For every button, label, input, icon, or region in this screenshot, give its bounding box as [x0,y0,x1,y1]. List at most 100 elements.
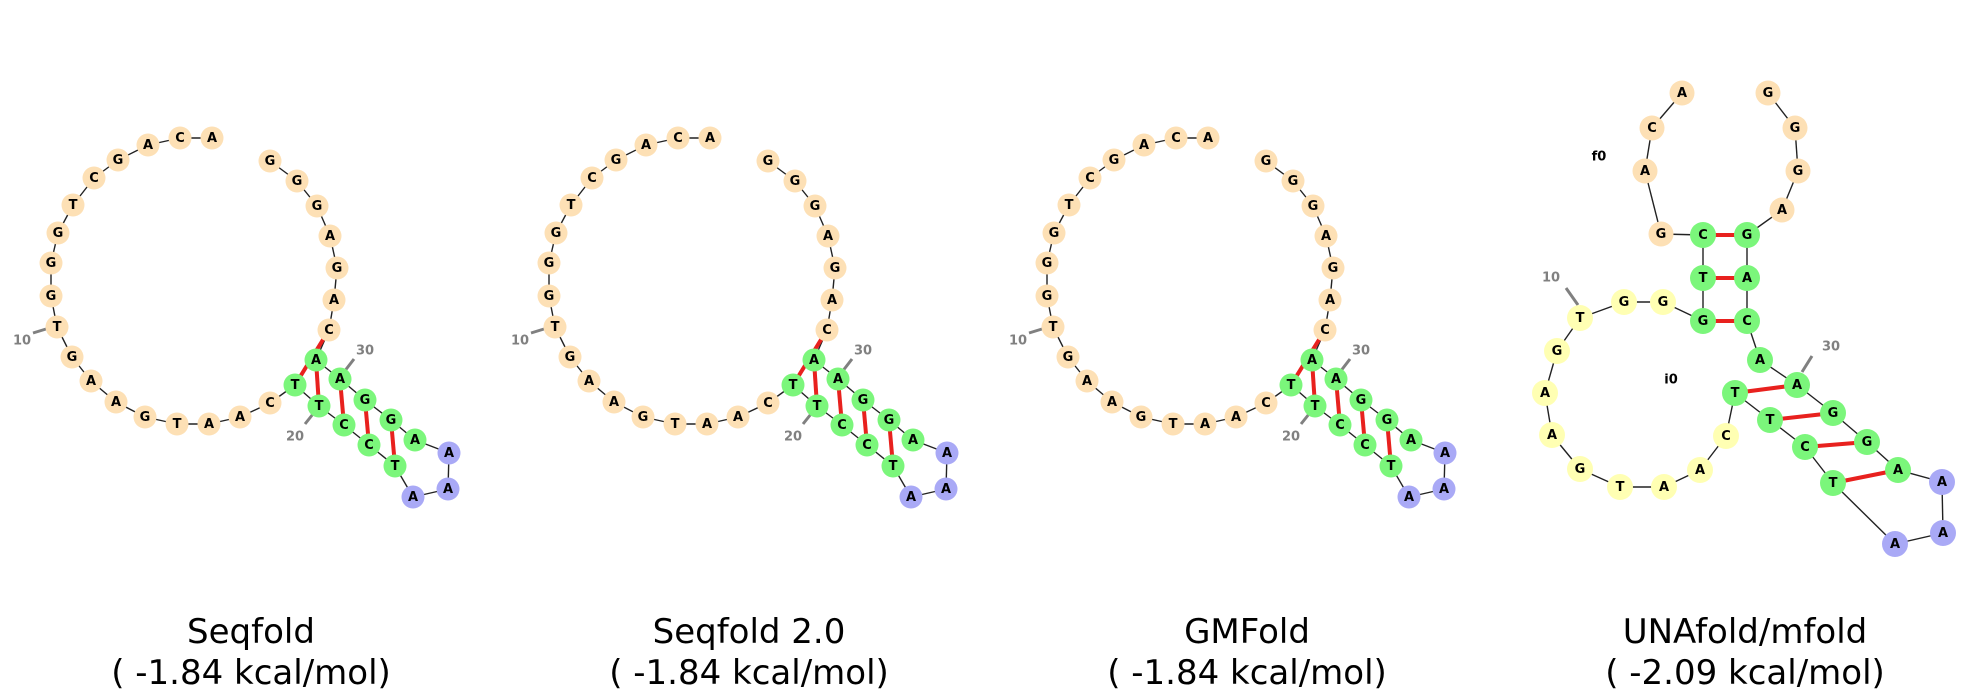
nucleotide-g: G [544,221,568,245]
nucleotide-c: C [357,433,381,457]
nucleotide-t: T [1757,407,1783,433]
nucleotide-c: C [1792,434,1818,460]
nucleotide-g: G [756,149,780,173]
svg-text:C: C [1698,228,1708,243]
svg-text:A: A [833,372,843,387]
nucleotide-g: G [823,256,847,280]
nucleotide-g: G [1035,251,1059,275]
nucleotide-a: A [1132,133,1156,157]
nucleotide-a: A [1075,369,1099,393]
nucleotide-t: T [165,412,189,436]
index-label: 30 [356,344,374,359]
svg-text:G: G [1288,174,1299,189]
index-tick [1299,413,1311,425]
svg-text:G: G [884,413,895,428]
nucleotide-g: G [106,148,130,172]
nucleotide-a: A [698,126,722,150]
svg-text:T: T [291,378,300,393]
svg-text:A: A [335,372,345,387]
svg-text:A: A [1082,374,1092,389]
nucleotide-g: G [851,388,875,412]
svg-text:A: A [1406,433,1416,448]
nucleotide-c: C [815,318,839,342]
svg-text:A: A [1640,164,1650,179]
nucleotide-a: A [1885,457,1911,483]
svg-text:A: A [1321,229,1331,244]
svg-text:G: G [1063,350,1074,365]
index-tick [303,413,315,425]
svg-text:A: A [410,433,420,448]
svg-text:G: G [1575,462,1586,477]
svg-text:A: A [1792,378,1802,393]
method-name: UNAfold/mfold [1622,612,1868,652]
nucleotide-t: T [881,454,905,478]
svg-text:C: C [673,131,683,146]
nucleotide-c: C [168,126,192,150]
caption-gmfold: GMFold ( -1.84 kcal/mol) [1027,612,1467,694]
nucleotide-g: G [1042,221,1066,245]
nucleotide-g: G [1785,158,1811,184]
svg-text:G: G [551,226,562,241]
nucleotide-g: G [1690,308,1716,334]
loop-label: i0 [1664,373,1678,388]
svg-text:A: A [204,417,214,432]
nucleotide-a: A [726,405,750,429]
svg-text:C: C [364,438,374,453]
svg-text:G: G [265,154,276,169]
svg-text:A: A [325,229,335,244]
method-name: Seqfold 2.0 [652,612,846,652]
svg-text:A: A [809,353,819,368]
svg-text:G: G [1042,256,1053,271]
svg-text:C: C [265,396,275,411]
svg-text:A: A [443,482,453,497]
svg-text:A: A [1203,131,1213,146]
svg-text:T: T [1311,399,1320,414]
svg-text:C: C [1800,440,1810,455]
nucleotide-g: G [258,149,282,173]
svg-text:A: A [329,293,339,308]
nucleotide-a: A [1196,126,1220,150]
svg-text:G: G [810,199,821,214]
svg-text:A: A [444,446,454,461]
svg-text:G: G [1698,314,1709,329]
svg-text:A: A [1107,395,1117,410]
svg-text:T: T [315,399,324,414]
nucleotide-a: A [1399,428,1423,452]
svg-text:G: G [1328,261,1339,276]
svg-text:A: A [1777,203,1787,218]
nucleotide-c: C [830,413,854,437]
svg-text:T: T [1731,386,1740,401]
svg-text:C: C [862,438,872,453]
nucleotide-c: C [1254,391,1278,415]
svg-text:T: T [391,459,400,474]
nucleotide-a: A [695,412,719,436]
svg-text:G: G [565,350,576,365]
nucleotide-t: T [45,315,69,339]
svg-text:G: G [140,410,151,425]
svg-text:C: C [1261,396,1271,411]
svg-text:T: T [1576,311,1585,326]
svg-text:A: A [1659,480,1669,495]
nucleotide-g: G [1567,456,1593,482]
nucleotide-a: A [136,133,160,157]
svg-text:G: G [544,256,555,271]
nucleotide-t: T [1161,412,1185,436]
index-label: 10 [511,334,529,349]
index-label: 20 [286,430,304,445]
nucleotide-c: C [1078,166,1102,190]
svg-text:G: G [763,154,774,169]
svg-text:A: A [908,433,918,448]
nucleotide-t: T [805,394,829,418]
index-label: 30 [1822,340,1840,355]
svg-text:G: G [332,261,343,276]
nucleotide-g: G [133,405,157,429]
nucleotide-a: A [1882,531,1908,557]
nucleotide-g: G [1129,405,1153,429]
nucleotide-a: A [1300,348,1324,372]
nucleotide-c: C [82,166,106,190]
nucleotide-g: G [353,388,377,412]
svg-text:G: G [1793,164,1804,179]
nucleotide-a: A [1532,380,1558,406]
